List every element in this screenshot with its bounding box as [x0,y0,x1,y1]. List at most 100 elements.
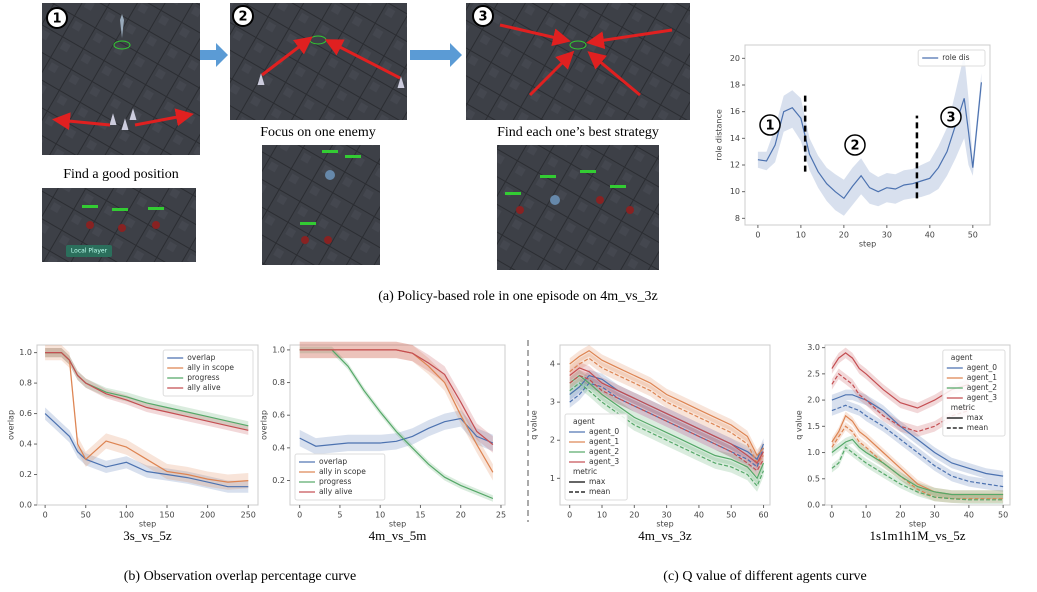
panel-caption: (a) Policy-based role in one episode on … [378,289,658,304]
error-band [757,54,982,216]
legend-label[interactable]: max [967,413,984,422]
y-tick-label: 1.0 [807,448,820,457]
x-tick-label: 0 [755,231,760,240]
legend-box [294,453,386,501]
mean-line [831,373,970,433]
legend-label[interactable]: agent_2 [589,447,619,456]
legend-box [564,413,628,501]
legend-label[interactable]: agent_2 [967,383,997,392]
error-band [299,341,493,453]
panel-caption: (c) Q value of different agents curve [663,569,866,584]
y-axis-label: role distance [715,109,724,161]
x-tick-label: 50 [998,511,1008,520]
legend-label[interactable]: agent_0 [967,363,997,372]
data-line [299,417,494,447]
max-line [831,438,1004,496]
error-band [831,389,1004,482]
mean-line [831,404,1004,488]
x-tick-label: 250 [241,511,256,520]
legend-label[interactable]: agent [951,353,973,362]
max-line [569,367,765,465]
x-axis-label: step [909,520,926,529]
x-tick-label: 10 [597,511,607,520]
error-band [831,411,1004,499]
x-tick-label: 0 [43,511,48,520]
legend-label[interactable]: ally alive [187,383,221,392]
y-tick-label: 0.4 [272,443,285,452]
legend-box [942,349,1006,437]
y-tick-label: 1.0 [19,348,32,357]
x-tick-label: 20 [839,231,849,240]
legend-label[interactable]: role dis [942,53,969,62]
legend-label[interactable]: agent_1 [589,437,619,446]
legend-label[interactable]: metric [573,467,597,476]
y-tick-label: 2.0 [807,396,820,405]
step-caption: Find a good position [63,167,179,182]
legend-label[interactable]: agent_3 [967,393,997,402]
legend-label[interactable]: progress [319,477,351,486]
chart: 0.2 0.4 0.6 0.8 1.0 0 5 10 15 20 25 step overlap over… [260,341,506,543]
legend-label[interactable]: max [589,477,606,486]
x-tick-label: 20 [456,511,466,520]
max-line [569,374,765,480]
y-tick-label: 2.5 [807,369,820,378]
data-line [757,82,982,200]
x-tick-label: 60 [758,511,768,520]
error-band [831,368,969,437]
y-axis-label: q value [795,410,804,440]
y-tick-label: 4 [550,360,555,369]
x-tick-label: 50 [81,511,91,520]
legend-label[interactable]: ally alive [319,487,353,496]
legend-label[interactable]: overlap [187,353,215,362]
y-tick-label: 10 [730,187,740,196]
x-tick-label: 10 [796,231,806,240]
y-tick-label: 0.2 [19,470,32,479]
legend-label[interactable]: mean [967,423,989,432]
max-line [831,394,1004,477]
error-band [299,341,493,481]
legend-label[interactable]: agent_3 [589,457,619,466]
phase-circle [844,134,866,156]
x-tick-label: 150 [159,511,174,520]
x-tick-label: 50 [726,511,736,520]
legend-label[interactable]: ally in scope [187,363,234,372]
mean-line [831,446,1004,501]
mean-line [569,382,765,488]
legend-label[interactable]: agent_0 [589,427,619,436]
legend-label[interactable]: progress [187,373,219,382]
legend-label[interactable]: overlap [319,457,347,466]
x-tick-label: 10 [861,511,871,520]
chart-caption: 1s1m1h1M_vs_5z [869,528,965,543]
legend-box [917,49,986,67]
legend-label[interactable]: agent [573,417,595,426]
y-tick-label: 20 [730,54,740,63]
y-tick-label: 16 [730,107,740,116]
step-number: 3 [478,10,487,25]
error-band [831,347,969,414]
legend-label[interactable]: mean [589,487,611,496]
legend-label[interactable]: ally in scope [319,467,366,476]
x-tick-label: 100 [119,511,134,520]
flow-arrow [410,43,462,67]
y-tick-label: 3 [550,398,555,407]
y-tick-label: 0.6 [272,411,285,420]
step-caption: Focus on one enemy [260,125,375,140]
error-band [45,345,249,490]
x-tick-label: 40 [925,231,935,240]
x-tick-label: 25 [496,511,506,520]
data-line [299,349,494,446]
x-axis-label: step [656,520,673,529]
phase-label: 3 [946,111,955,126]
error-band [569,369,764,465]
legend-label[interactable]: metric [951,403,975,412]
y-tick-label: 12 [730,161,740,170]
phase-label: 2 [850,139,859,154]
legend-label[interactable]: agent_1 [967,373,997,382]
x-tick-label: 40 [694,511,704,520]
y-tick-label: 0.4 [19,440,32,449]
phase-label: 1 [765,119,774,134]
y-tick-label: 0.8 [272,378,285,387]
x-tick-label: 10 [375,511,385,520]
